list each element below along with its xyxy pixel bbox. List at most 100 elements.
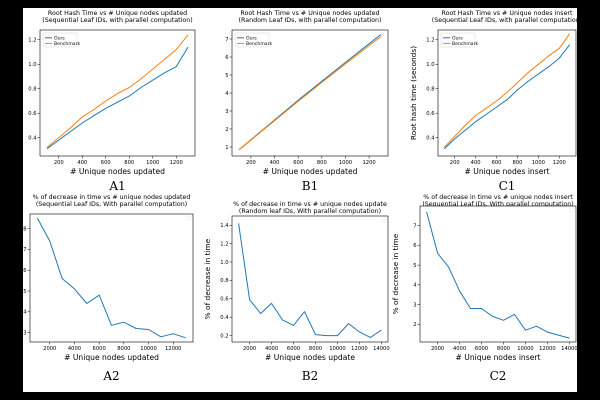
plot-frame — [29, 213, 194, 343]
plot-frame — [419, 205, 577, 343]
chart-A2: % of decrease in time vs # unique nodes … — [1, 194, 194, 383]
y-tick-label: 0.6 — [28, 111, 36, 117]
y-tick-label: 0.6 — [220, 297, 228, 303]
panel-label: A1 — [108, 179, 125, 193]
y-tick-label: 7 — [413, 224, 416, 230]
x-tick-label: 2000 — [431, 346, 444, 352]
y-tick-label: 1 — [225, 145, 228, 151]
legend-box-empty — [186, 215, 192, 221]
y-tick-label: 1.2 — [28, 38, 36, 44]
x-tick-label: 6000 — [93, 346, 106, 352]
series-line-ours — [46, 46, 189, 150]
y-tick-label: 0.2 — [220, 333, 228, 339]
chart-title: % of decrease in time vs # unique nodes … — [423, 194, 573, 201]
chart-C1: Root Hash Time vs # Unique nodes insert(… — [409, 10, 582, 193]
x-tick-label: 800 — [513, 160, 523, 166]
x-tick-label: 200 — [54, 160, 64, 166]
chart-B2: % of decrease in time vs # unique nodes … — [203, 201, 390, 383]
panel-label: C1 — [499, 179, 516, 193]
panel-label: A2 — [102, 369, 119, 383]
x-tick-label: 600 — [293, 160, 303, 166]
y-tick-label: 1.0 — [426, 62, 434, 68]
series-line-main — [426, 211, 570, 339]
x-tick-label: 800 — [124, 160, 134, 166]
x-tick-label: 1200 — [362, 160, 375, 166]
legend-label: Benchmark — [246, 41, 273, 47]
x-tick-label: 4000 — [265, 346, 278, 352]
x-tick-label: 600 — [101, 160, 111, 166]
legend-box-empty — [569, 207, 575, 213]
legend-label: Ours — [452, 35, 463, 41]
x-tick-label: 10000 — [329, 346, 346, 352]
x-tick-label: 8000 — [309, 346, 322, 352]
x-axis-label: # Unique nodes insert — [456, 353, 541, 362]
chart-title: % of decrease in time vs # unique nodes … — [33, 194, 191, 201]
series-line-benchmark — [46, 34, 189, 148]
y-axis-label: Root hash time (seconds) — [11, 46, 20, 140]
y-tick-label: 1.2 — [426, 38, 434, 44]
x-tick-label: 1200 — [553, 160, 566, 166]
x-tick-label: 200 — [450, 160, 460, 166]
x-tick-label: 14000 — [373, 346, 390, 352]
x-tick-label: 400 — [270, 160, 280, 166]
x-axis-label: # Unique nodes updated — [263, 167, 358, 176]
x-tick-label: 2000 — [43, 346, 56, 352]
y-axis-label: Root hash time (seconds) — [409, 46, 418, 140]
series-line-benchmark — [443, 33, 571, 148]
x-tick-label: 1200 — [170, 160, 183, 166]
y-tick-label: 4 — [413, 283, 417, 289]
x-tick-label: 12000 — [351, 346, 368, 352]
y-tick-label: 1.4 — [220, 223, 229, 229]
x-axis-label: # Unique nodes updated — [64, 353, 159, 362]
y-tick-label: 5 — [413, 263, 416, 269]
chart-subtitle: (Sequential Leaf IDs, With parallel comp… — [36, 201, 187, 208]
x-axis-label: # Unique nodes insert — [465, 167, 550, 176]
x-tick-label: 800 — [317, 160, 327, 166]
x-tick-label: 2000 — [243, 346, 256, 352]
y-tick-label: 0.8 — [426, 87, 434, 93]
y-tick-label: 1.0 — [28, 62, 36, 68]
chart-title: Root Hash Time vs # Unique nodes updated — [48, 10, 187, 17]
legend-box-empty — [381, 217, 387, 223]
series-line-ours — [443, 44, 571, 150]
x-tick-label: 4000 — [68, 346, 81, 352]
x-tick-label: 1000 — [339, 160, 352, 166]
chart-A1: Root Hash Time vs # Unique nodes updated… — [11, 10, 196, 193]
x-tick-label: 400 — [77, 160, 87, 166]
x-tick-label: 4000 — [453, 346, 466, 352]
y-tick-label: 6 — [413, 243, 416, 249]
plot-frame — [231, 215, 389, 343]
y-tick-label: 8 — [23, 226, 26, 232]
chart-title: % of decrease in time vs # unique nodes … — [233, 201, 387, 208]
x-tick-label: 6000 — [287, 346, 300, 352]
x-tick-label: 14000 — [561, 346, 578, 352]
y-tick-label: 3 — [225, 109, 228, 115]
y-tick-label: 0.8 — [220, 278, 228, 284]
chart-C2: % of decrease in time vs # unique nodes … — [391, 194, 578, 383]
x-tick-label: 12000 — [539, 346, 556, 352]
x-tick-label: 10000 — [517, 346, 534, 352]
y-tick-label: 0.8 — [28, 87, 36, 93]
y-tick-label: 1.2 — [220, 241, 228, 247]
x-tick-label: 10000 — [140, 346, 157, 352]
x-tick-label: 200 — [246, 160, 256, 166]
x-tick-label: 400 — [471, 160, 481, 166]
chart-title: Root Hash Time vs # Unique nodes updated — [240, 10, 379, 17]
legend-label: Ours — [54, 35, 65, 41]
y-tick-label: 3 — [413, 302, 416, 308]
legend-label: Benchmark — [54, 41, 81, 47]
series-line-main — [238, 223, 382, 338]
x-tick-label: 8000 — [117, 346, 130, 352]
y-axis-label: % of decrease in time — [203, 238, 212, 319]
chart-subtitle: (Random leaf IDs, With parallel computat… — [239, 208, 381, 215]
chart-title: Root Hash Time vs # Unique nodes insert — [442, 10, 574, 17]
y-tick-label: 4 — [23, 310, 27, 316]
y-tick-label: 5 — [23, 289, 26, 295]
chart-subtitle: (Sequential Leaf IDs, With parallel comp… — [422, 201, 573, 208]
x-tick-label: 6000 — [475, 346, 488, 352]
y-tick-label: 3 — [23, 330, 26, 336]
y-tick-label: 2 — [225, 127, 228, 133]
y-tick-label: 0.6 — [426, 111, 434, 117]
y-tick-label: 7 — [23, 247, 26, 253]
